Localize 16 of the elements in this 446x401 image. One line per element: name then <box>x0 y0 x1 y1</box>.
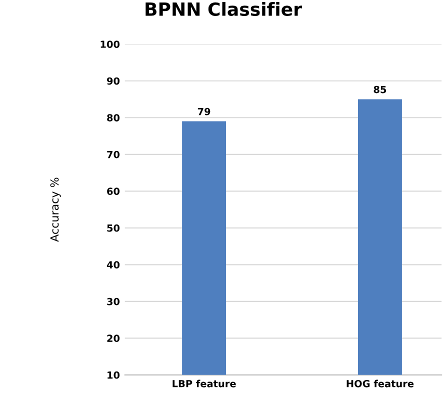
y-tick-label: 40 <box>106 261 120 268</box>
y-tick-label: 10 <box>108 371 120 379</box>
y-tick-label: 30 <box>107 298 120 306</box>
y-tick-label: 90 <box>106 77 120 85</box>
y-tick-label: 50 <box>107 224 120 232</box>
x-tick-label: HOG feature <box>346 380 414 388</box>
y-tick-label: 20 <box>107 334 120 342</box>
y-tick-label: 100 <box>100 40 120 48</box>
y-tick-label: 70 <box>107 150 120 158</box>
x-tick-label: LBP feature <box>172 380 236 388</box>
data-label: 85 <box>374 86 386 94</box>
y-axis-title: Accuracy % <box>50 178 61 242</box>
data-label: 79 <box>198 108 210 116</box>
y-tick-label: 60 <box>107 188 120 195</box>
chart-title: BPNN Classifier <box>146 2 302 16</box>
y-tick-label: 80 <box>107 114 120 122</box>
